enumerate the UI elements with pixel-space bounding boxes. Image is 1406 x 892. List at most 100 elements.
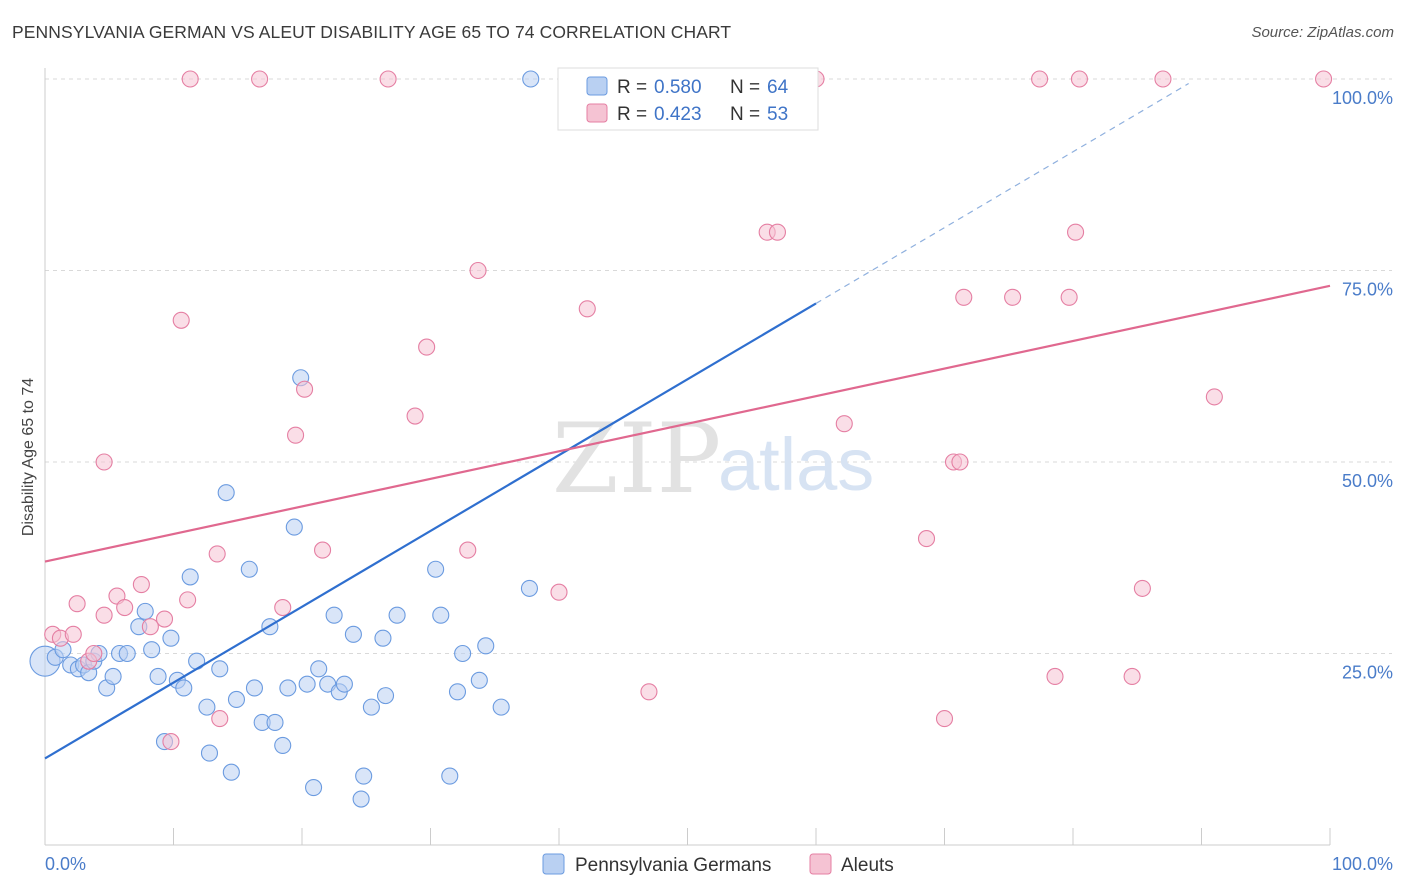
point-aleuts	[179, 591, 197, 609]
point-pennsylvania-germans	[136, 602, 154, 620]
series-swatch-aleuts	[809, 853, 832, 875]
x-tick-label: 0.0%	[45, 854, 86, 874]
point-aleuts	[1154, 70, 1172, 88]
y-tick-label: 100.0%	[1332, 88, 1393, 108]
series-label-aleuts: Aleuts	[841, 855, 894, 876]
series-swatch-pennsylvania-germans	[542, 853, 565, 875]
point-pennsylvania-germans	[441, 767, 459, 785]
point-aleuts	[1004, 288, 1022, 306]
point-aleuts	[1067, 223, 1085, 241]
point-aleuts	[578, 300, 596, 318]
point-pennsylvania-germans	[427, 560, 445, 578]
point-pennsylvania-germans	[520, 579, 538, 597]
point-pennsylvania-germans	[200, 744, 219, 762]
point-aleuts	[314, 541, 332, 559]
point-pennsylvania-germans	[227, 690, 246, 709]
point-pennsylvania-germans	[279, 679, 297, 697]
point-aleuts	[1315, 70, 1333, 88]
point-aleuts	[211, 710, 229, 728]
point-aleuts	[917, 530, 936, 548]
legend-r-value-1: 0.580	[654, 77, 702, 98]
point-pennsylvania-germans	[470, 671, 488, 689]
point-pennsylvania-germans	[162, 629, 180, 647]
source-credit: Source: ZipAtlas.com	[1251, 24, 1394, 41]
point-pennsylvania-germans	[388, 606, 406, 624]
axes	[44, 68, 1331, 846]
point-pennsylvania-germans	[352, 790, 370, 808]
point-aleuts	[208, 545, 226, 563]
trend-line-aleuts	[44, 284, 1331, 563]
point-aleuts	[68, 595, 86, 613]
point-aleuts	[141, 618, 159, 636]
point-pennsylvania-germans	[217, 484, 235, 502]
point-pennsylvania-germans	[266, 713, 284, 731]
point-pennsylvania-germans	[344, 625, 362, 643]
point-aleuts	[459, 541, 477, 559]
x-tick-labels: 0.0% 100.0%	[45, 854, 1393, 874]
point-aleuts	[955, 288, 973, 306]
point-aleuts	[162, 733, 180, 751]
point-pennsylvania-germans	[522, 70, 540, 88]
point-pennsylvania-germans	[181, 568, 199, 586]
point-pennsylvania-germans	[376, 687, 395, 705]
point-aleuts	[768, 223, 787, 241]
point-pennsylvania-germans	[492, 698, 510, 716]
point-aleuts	[1046, 667, 1064, 686]
x-tick-label: 100.0%	[1332, 854, 1393, 874]
trend-lines	[44, 83, 1331, 760]
point-pennsylvania-germans	[222, 763, 240, 781]
data-points	[29, 70, 1333, 808]
point-pennsylvania-germans	[104, 667, 122, 686]
point-aleuts	[469, 261, 487, 280]
point-pennsylvania-germans	[362, 698, 380, 716]
point-aleuts	[1123, 667, 1141, 686]
point-aleuts	[95, 453, 113, 471]
point-pennsylvania-germans	[118, 644, 136, 663]
point-pennsylvania-germans	[245, 679, 264, 697]
point-pennsylvania-germans	[432, 606, 450, 624]
legend-n-value-2: 53	[767, 104, 788, 125]
gridlines	[45, 78, 1392, 654]
point-pennsylvania-germans	[198, 698, 216, 716]
point-pennsylvania-germans	[477, 637, 495, 655]
legend-n-value-1: 64	[767, 77, 789, 98]
series-label-pennsylvania-germans: Pennsylvania Germans	[575, 855, 771, 876]
y-axis-label: Disability Age 65 to 74	[20, 378, 37, 536]
point-aleuts	[116, 598, 134, 617]
point-pennsylvania-germans	[454, 644, 472, 663]
point-aleuts	[1060, 288, 1078, 306]
point-aleuts	[132, 576, 150, 594]
series-legend: Pennsylvania Germans Aleuts	[542, 853, 894, 876]
point-aleuts	[251, 70, 269, 88]
point-pennsylvania-germans	[305, 778, 323, 797]
point-aleuts	[1031, 70, 1049, 88]
point-pennsylvania-germans	[285, 518, 303, 536]
legend-swatch-pink	[586, 103, 608, 123]
legend-n-label-2: N =	[730, 104, 760, 125]
legend-r-label-1: R =	[617, 77, 647, 98]
point-pennsylvania-germans	[310, 660, 328, 678]
legend-swatch-blue	[586, 76, 608, 96]
point-aleuts	[1133, 579, 1151, 597]
point-aleuts	[296, 380, 314, 398]
point-pennsylvania-germans	[240, 560, 258, 578]
y-tick-label: 75.0%	[1342, 280, 1393, 300]
point-pennsylvania-germans	[298, 675, 316, 693]
watermark-atlas: atlas	[718, 423, 874, 506]
point-aleuts	[640, 683, 658, 701]
point-aleuts	[935, 710, 954, 728]
point-pennsylvania-germans	[175, 679, 193, 697]
point-aleuts	[274, 598, 292, 617]
point-pennsylvania-germans	[374, 629, 392, 647]
point-pennsylvania-germans	[274, 736, 292, 754]
chart-title: PENNSYLVANIA GERMAN VS ALEUT DISABILITY …	[12, 22, 732, 42]
y-tick-label: 25.0%	[1342, 663, 1393, 683]
point-aleuts	[1205, 388, 1223, 406]
point-aleuts	[835, 415, 853, 433]
point-pennsylvania-germans	[211, 660, 229, 678]
trend-line-pennsylvania-germans	[44, 302, 817, 760]
point-aleuts	[418, 338, 436, 356]
legend-n-label-1: N =	[730, 77, 760, 98]
point-pennsylvania-germans	[448, 683, 467, 701]
